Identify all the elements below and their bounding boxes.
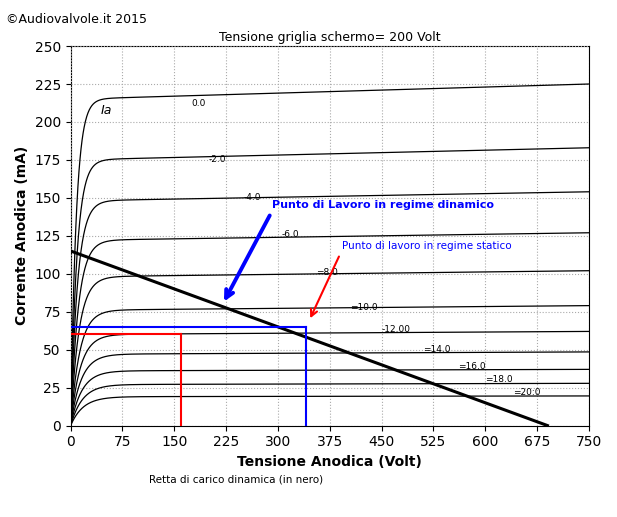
Text: Retta di carico dinamica (in nero): Retta di carico dinamica (in nero) bbox=[149, 474, 323, 484]
Text: =18.0: =18.0 bbox=[485, 375, 513, 385]
Title: Tensione griglia schermo= 200 Volt: Tensione griglia schermo= 200 Volt bbox=[219, 31, 441, 43]
Text: =8.0: =8.0 bbox=[316, 268, 338, 277]
Text: -6.0: -6.0 bbox=[281, 230, 299, 239]
Text: =14.0: =14.0 bbox=[423, 345, 450, 354]
X-axis label: Tensione Anodica (Volt): Tensione Anodica (Volt) bbox=[238, 455, 422, 469]
Text: =20:0: =20:0 bbox=[513, 388, 540, 397]
Text: 0.0: 0.0 bbox=[191, 99, 206, 108]
Text: -12.00: -12.00 bbox=[381, 325, 410, 334]
Y-axis label: Corrente Anodica (mA): Corrente Anodica (mA) bbox=[15, 146, 29, 325]
Text: -2.0: -2.0 bbox=[209, 156, 226, 164]
Text: Ia: Ia bbox=[101, 104, 112, 117]
Text: -4.0: -4.0 bbox=[243, 193, 261, 202]
Text: =16.0: =16.0 bbox=[458, 362, 485, 371]
Text: Punto di lavoro in regime statico: Punto di lavoro in regime statico bbox=[342, 241, 511, 251]
Text: Punto di Lavoro in regime dinamico: Punto di Lavoro in regime dinamico bbox=[273, 200, 494, 210]
Text: ©Audiovalvole.it 2015: ©Audiovalvole.it 2015 bbox=[6, 13, 147, 26]
Text: =10.0: =10.0 bbox=[350, 302, 378, 312]
